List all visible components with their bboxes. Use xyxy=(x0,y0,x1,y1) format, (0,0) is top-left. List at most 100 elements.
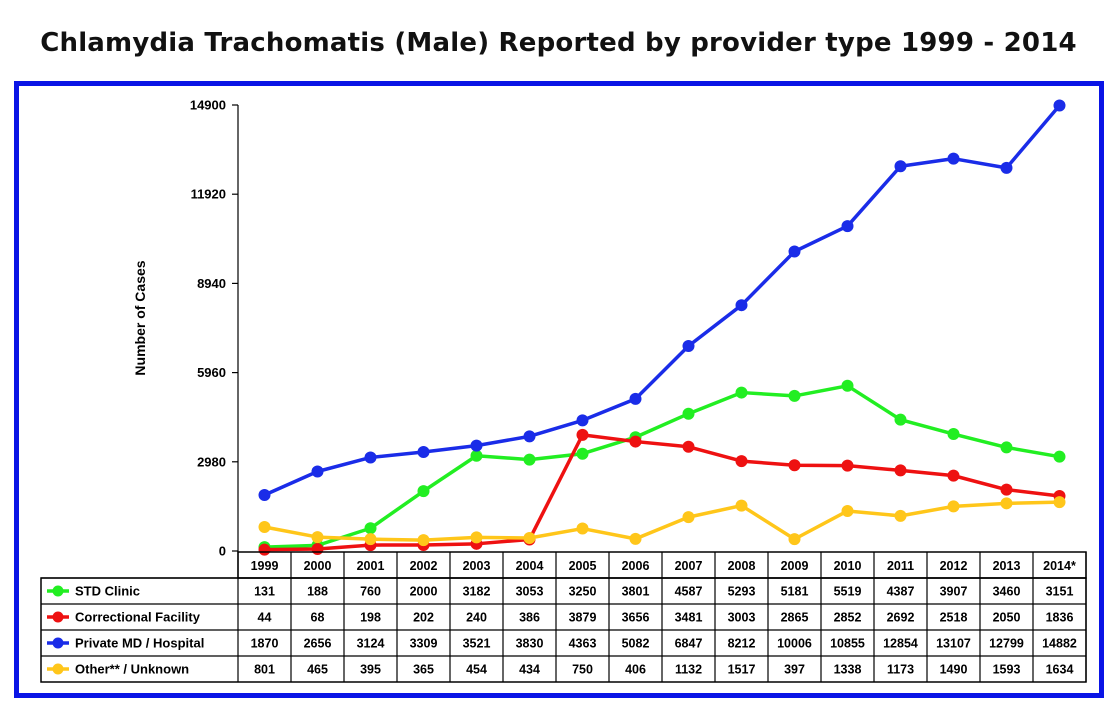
data-point xyxy=(841,379,854,392)
data-label: 365 xyxy=(413,663,434,677)
data-label: 3907 xyxy=(940,585,968,599)
chart-title: Chlamydia Trachomatis (Male) Reported by… xyxy=(40,28,1077,58)
data-point xyxy=(682,340,695,353)
x-tick-label: 2006 xyxy=(622,559,650,573)
data-point xyxy=(470,449,483,462)
data-label: 454 xyxy=(466,663,487,677)
data-point xyxy=(841,459,854,472)
data-point xyxy=(735,499,748,512)
data-label: 3879 xyxy=(569,611,597,625)
y-tick-label: 2980 xyxy=(197,454,226,469)
data-label: 1634 xyxy=(1046,663,1074,677)
data-label: 5181 xyxy=(781,585,809,599)
data-point xyxy=(311,542,324,555)
y-tick-label: 11920 xyxy=(191,187,226,202)
data-label: 5519 xyxy=(834,585,862,599)
data-point xyxy=(523,532,536,545)
data-label: 1490 xyxy=(940,663,968,677)
data-point xyxy=(470,531,483,544)
data-label: 4387 xyxy=(887,585,915,599)
data-point xyxy=(894,464,907,477)
data-point xyxy=(258,521,271,534)
data-label: 1173 xyxy=(887,663,914,677)
data-point xyxy=(576,522,589,535)
data-label: 2050 xyxy=(993,611,1021,625)
data-point xyxy=(894,509,907,522)
data-label: 4587 xyxy=(675,585,703,599)
data-label: 188 xyxy=(307,585,328,599)
data-point xyxy=(417,445,430,458)
data-label: 5293 xyxy=(728,585,756,599)
data-label: 2865 xyxy=(781,611,809,625)
data-point xyxy=(417,534,430,547)
data-label: 198 xyxy=(360,611,381,625)
x-tick-label: 2009 xyxy=(781,559,809,573)
data-label: 3521 xyxy=(463,637,491,651)
data-point xyxy=(735,386,748,399)
x-tick-label: 2007 xyxy=(675,559,703,573)
data-point xyxy=(258,543,271,556)
chart-frame: 0 2980 5960 8940 11920 14900 Number of Cases 19… xyxy=(14,81,1104,698)
data-label: 1132 xyxy=(675,663,702,677)
data-label: 434 xyxy=(519,663,540,677)
data-label: 10006 xyxy=(777,637,812,651)
data-label: 68 xyxy=(311,611,325,625)
data-point xyxy=(788,533,801,546)
x-tick-label: 2005 xyxy=(569,559,597,573)
data-label: 3656 xyxy=(622,611,650,625)
data-point xyxy=(417,485,430,498)
data-label: 3460 xyxy=(993,585,1021,599)
data-point xyxy=(576,447,589,460)
x-tick-label: 2001 xyxy=(357,559,385,573)
data-label: 4363 xyxy=(569,637,597,651)
data-label: 465 xyxy=(307,663,328,677)
data-label: 1517 xyxy=(728,663,756,677)
data-label: 750 xyxy=(572,663,593,677)
data-label: 2692 xyxy=(887,611,915,625)
y-tick-label: 14900 xyxy=(190,98,226,113)
data-point xyxy=(364,533,377,546)
legend-label: Correctional Facility xyxy=(75,610,201,625)
data-label: 44 xyxy=(258,611,272,625)
data-point xyxy=(311,465,324,478)
data-label: 3182 xyxy=(463,585,491,599)
data-point xyxy=(1053,99,1066,112)
data-label: 14882 xyxy=(1042,637,1077,651)
data-label: 1338 xyxy=(834,663,862,677)
data-point xyxy=(841,504,854,517)
data-label: 3250 xyxy=(569,585,597,599)
data-point xyxy=(947,469,960,482)
data-point xyxy=(788,245,801,258)
data-point xyxy=(894,160,907,173)
series-line xyxy=(263,104,1061,497)
data-point xyxy=(682,511,695,524)
data-point xyxy=(1000,441,1013,454)
data-label: 2656 xyxy=(304,637,332,651)
series-line xyxy=(264,500,1060,542)
data-label: 397 xyxy=(784,663,805,677)
data-point xyxy=(841,220,854,233)
data-point xyxy=(947,500,960,513)
data-label: 202 xyxy=(413,611,434,625)
legend-marker xyxy=(52,663,64,675)
x-tick-label: 2010 xyxy=(834,559,862,573)
data-point xyxy=(258,489,271,502)
x-tick-label: 1999 xyxy=(251,559,279,573)
data-point xyxy=(311,531,324,544)
x-tick-label: 2002 xyxy=(410,559,438,573)
data-point xyxy=(364,522,377,535)
x-tick-label: 2000 xyxy=(304,559,332,573)
series-line xyxy=(264,433,1060,552)
data-label: 6847 xyxy=(675,637,703,651)
data-label: 131 xyxy=(254,585,275,599)
data-point xyxy=(1000,161,1013,174)
legend-marker xyxy=(52,585,64,597)
data-label: 3309 xyxy=(410,637,438,651)
data-label: 3481 xyxy=(675,611,703,625)
data-label: 8212 xyxy=(728,637,756,651)
legend-marker xyxy=(52,611,64,623)
data-label: 12854 xyxy=(883,637,918,651)
data-point xyxy=(788,459,801,472)
data-label: 2852 xyxy=(834,611,862,625)
data-label: 3801 xyxy=(622,585,650,599)
